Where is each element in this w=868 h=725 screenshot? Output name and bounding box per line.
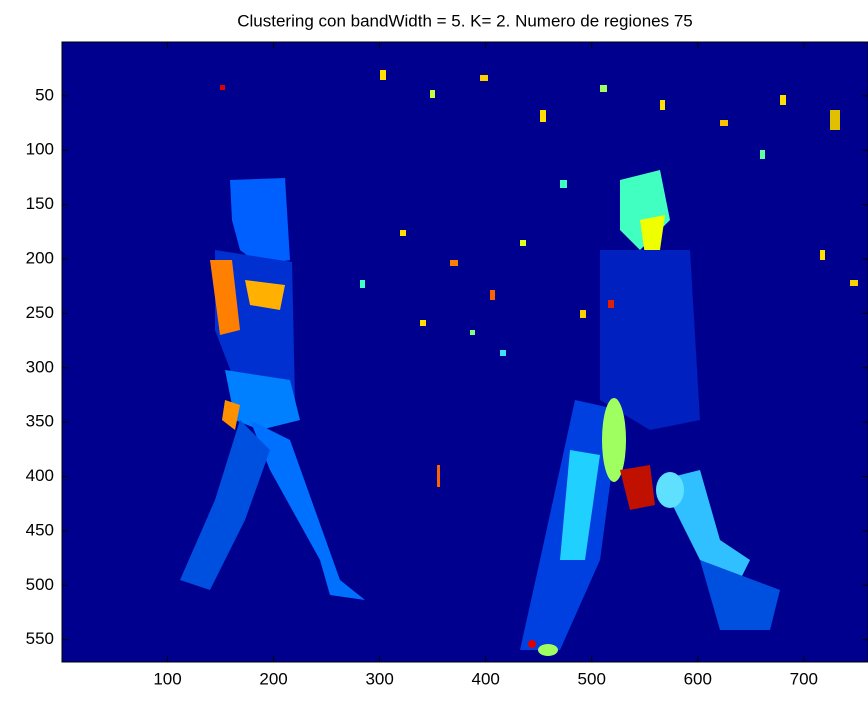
x-tick-label: 100 <box>153 669 181 688</box>
y-tick-label: 350 <box>26 412 54 431</box>
x-tick-label: 400 <box>471 669 499 688</box>
chart-title: Clustering con bandWidth = 5. K= 2. Nume… <box>237 11 693 30</box>
y-tick-label: 300 <box>26 357 54 376</box>
image-background <box>62 42 868 662</box>
figure: Clustering con bandWidth = 5. K= 2. Nume… <box>0 0 868 725</box>
y-tick-label: 550 <box>26 629 54 648</box>
y-tick-label: 200 <box>26 248 54 267</box>
y-tick-label: 400 <box>26 466 54 485</box>
cluster-image <box>62 42 868 662</box>
x-tick-label: 500 <box>578 669 606 688</box>
page: Clustering con bandWidth = 5. K= 2. Nume… <box>0 0 868 725</box>
y-tick-label: 500 <box>26 575 54 594</box>
x-tick-label: 300 <box>365 669 393 688</box>
x-tick-label: 200 <box>259 669 287 688</box>
y-tick-label: 450 <box>26 520 54 539</box>
y-tick-label: 150 <box>26 194 54 213</box>
y-tick-label: 250 <box>26 303 54 322</box>
x-tick-label: 700 <box>790 669 818 688</box>
y-tick-label: 100 <box>26 140 54 159</box>
y-tick-label: 50 <box>35 85 54 104</box>
x-tick-label: 600 <box>684 669 712 688</box>
